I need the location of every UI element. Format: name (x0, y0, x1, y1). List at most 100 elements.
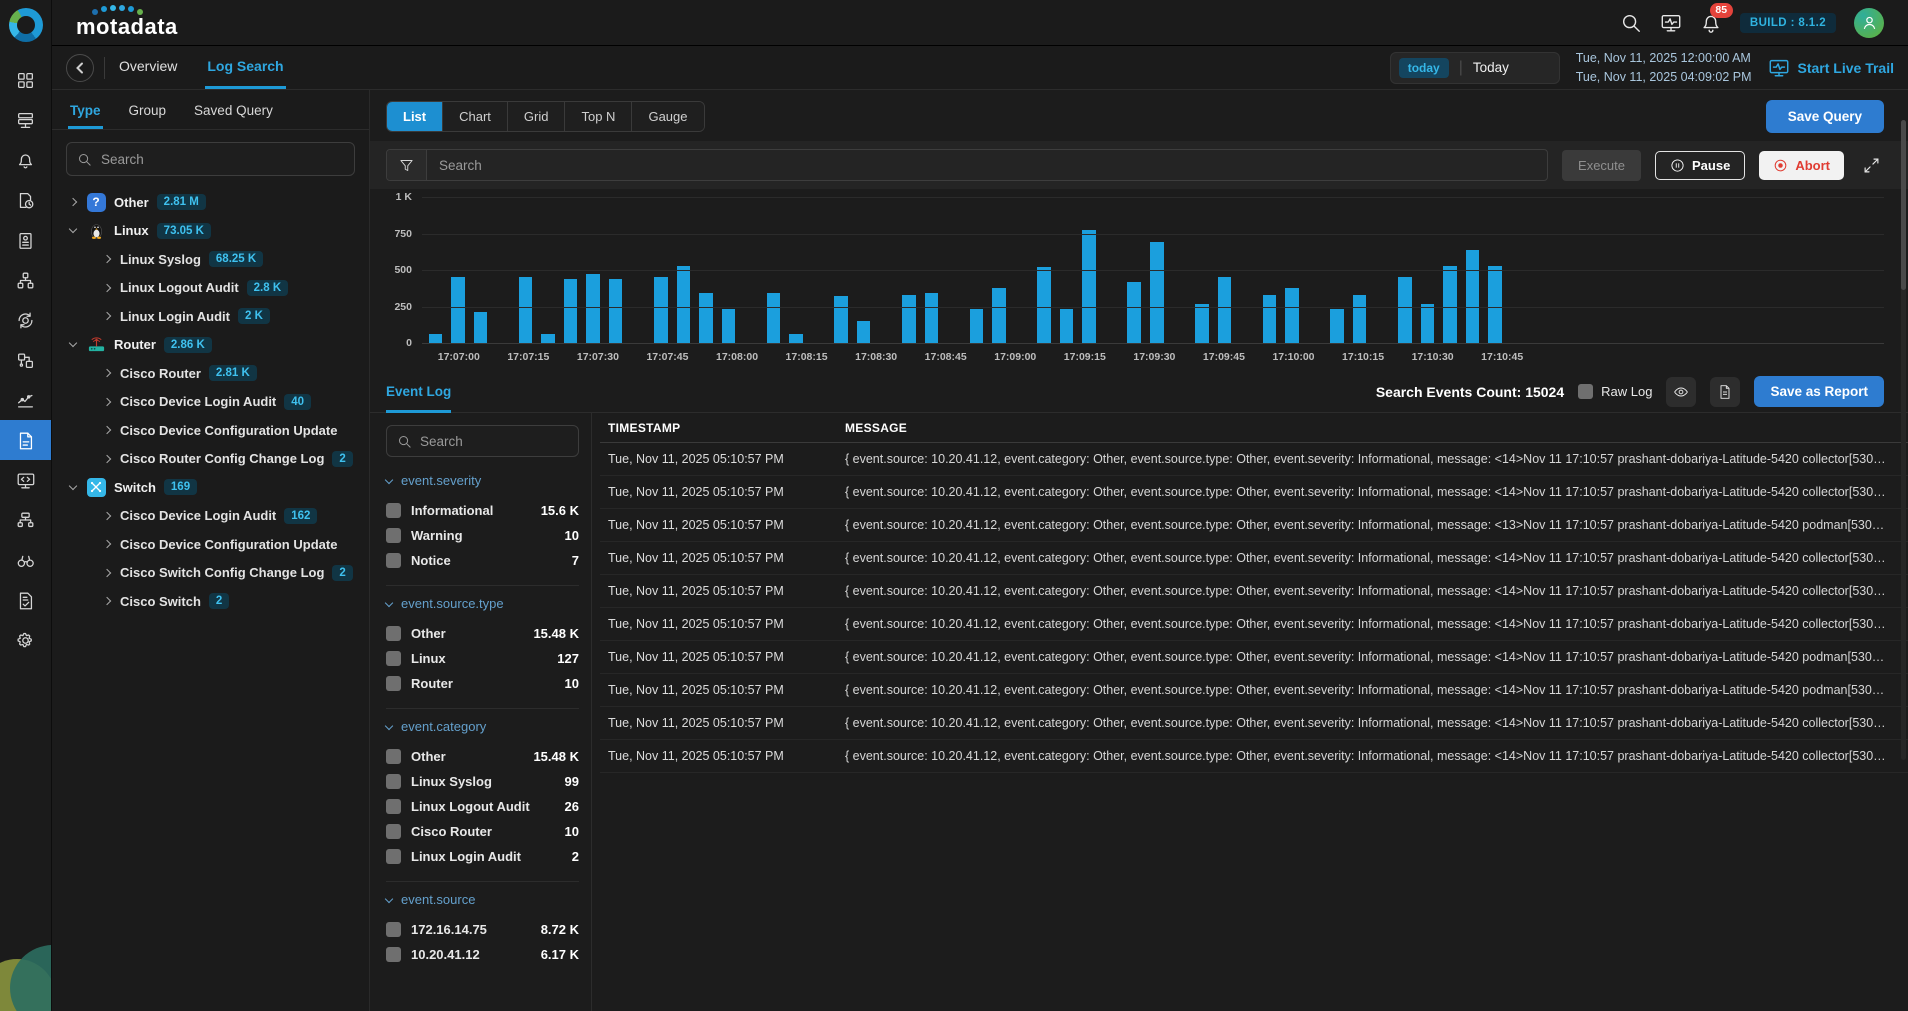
sidebar-item-infrastructure[interactable] (0, 100, 51, 140)
view-tab-top-n[interactable]: Top N (565, 102, 632, 131)
view-tab-list[interactable]: List (387, 102, 443, 131)
facet-item-172-16-14-75[interactable]: 172.16.14.758.72 K (386, 917, 579, 942)
facet-checkbox[interactable] (386, 749, 401, 764)
tree-tab-type[interactable]: Type (68, 94, 103, 129)
chart-bar[interactable] (654, 277, 668, 343)
facet-item-notice[interactable]: Notice7 (386, 548, 579, 573)
back-button[interactable] (66, 54, 94, 82)
chart-bar[interactable] (1150, 242, 1164, 343)
tree-node-cisco-router-config-change-log[interactable]: Cisco Router Config Change Log2 (58, 445, 369, 474)
chart-bar[interactable] (1466, 250, 1480, 343)
chevron-right-icon[interactable] (103, 455, 111, 463)
facet-item-other[interactable]: Other15.48 K (386, 621, 579, 646)
sidebar-item-network[interactable] (0, 500, 51, 540)
sidebar-item-agent[interactable] (0, 460, 51, 500)
chart-bar[interactable] (541, 334, 555, 343)
tree-node-linux[interactable]: Linux73.05 K (58, 217, 369, 246)
chart-bar[interactable] (834, 296, 848, 343)
chart-bar[interactable] (1353, 295, 1367, 343)
tree-node-cisco-router[interactable]: Cisco Router2.81 K (58, 359, 369, 388)
facet-checkbox[interactable] (386, 947, 401, 962)
motadata-logo-icon[interactable] (9, 8, 43, 42)
chart-bar[interactable] (789, 334, 803, 343)
facet-item-informational[interactable]: Informational15.6 K (386, 498, 579, 523)
tree-tab-group[interactable]: Group (127, 94, 169, 129)
raw-log-checkbox[interactable] (1578, 384, 1593, 399)
chevron-right-icon[interactable] (103, 284, 111, 292)
facet-item-router[interactable]: Router10 (386, 671, 579, 696)
monitor-pulse-icon[interactable] (1660, 12, 1682, 34)
chevron-right-icon[interactable] (69, 198, 77, 206)
raw-log-toggle[interactable]: Raw Log (1578, 384, 1652, 399)
sidebar-item-reports[interactable] (0, 220, 51, 260)
sidebar-item-logs[interactable] (0, 420, 51, 460)
table-row[interactable]: Tue, Nov 11, 2025 05:10:57 PM{ event.sou… (600, 476, 1908, 509)
chart-bar[interactable] (519, 277, 533, 343)
chart-bar[interactable] (1421, 304, 1435, 343)
facet-checkbox[interactable] (386, 676, 401, 691)
chevron-right-icon[interactable] (103, 398, 111, 406)
chevron-right-icon[interactable] (103, 540, 111, 548)
tree-node-cisco-switch-config-change-log[interactable]: Cisco Switch Config Change Log2 (58, 559, 369, 588)
facet-checkbox[interactable] (386, 528, 401, 543)
chart-bar[interactable] (429, 334, 443, 343)
chart-bar[interactable] (586, 274, 600, 343)
chart-bar[interactable] (1398, 277, 1412, 343)
fullscreen-expand-icon[interactable] (1858, 152, 1884, 178)
chevron-right-icon[interactable] (103, 255, 111, 263)
facet-item-linux[interactable]: Linux127 (386, 646, 579, 671)
sidebar-item-settings[interactable] (0, 620, 51, 660)
chart-bar[interactable] (902, 295, 916, 343)
table-row[interactable]: Tue, Nov 11, 2025 05:10:57 PM{ event.sou… (600, 608, 1908, 641)
facet-checkbox[interactable] (386, 799, 401, 814)
view-tab-chart[interactable]: Chart (443, 102, 508, 131)
sidebar-item-discovery[interactable] (0, 540, 51, 580)
facet-item-linux-login-audit[interactable]: Linux Login Audit2 (386, 844, 579, 869)
chevron-right-icon[interactable] (103, 569, 111, 577)
chart-bar[interactable] (564, 279, 578, 343)
chart-bar[interactable] (474, 312, 488, 343)
chart-bar[interactable] (1488, 266, 1502, 343)
chart-bar[interactable] (1330, 309, 1344, 343)
tree-node-cisco-device-login-audit[interactable]: Cisco Device Login Audit40 (58, 388, 369, 417)
facet-item-cisco-router[interactable]: Cisco Router10 (386, 819, 579, 844)
chevron-right-icon[interactable] (103, 597, 111, 605)
tree-node-switch[interactable]: Switch169 (58, 473, 369, 502)
tree-node-linux-login-audit[interactable]: Linux Login Audit2 K (58, 302, 369, 331)
chart-bar[interactable] (992, 288, 1006, 343)
table-row[interactable]: Tue, Nov 11, 2025 05:10:57 PM{ event.sou… (600, 575, 1908, 608)
chevron-down-icon[interactable] (69, 482, 77, 490)
tree-search-input[interactable] (101, 152, 344, 167)
filter-icon[interactable] (387, 150, 427, 180)
table-row[interactable]: Tue, Nov 11, 2025 05:10:57 PM{ event.sou… (600, 707, 1908, 740)
facet-checkbox[interactable] (386, 553, 401, 568)
facet-checkbox[interactable] (386, 774, 401, 789)
facet-checkbox[interactable] (386, 849, 401, 864)
tree-node-cisco-switch[interactable]: Cisco Switch2 (58, 587, 369, 616)
facet-group-header[interactable]: event.category (386, 719, 579, 734)
sidebar-item-audit[interactable] (0, 580, 51, 620)
export-document-button[interactable] (1710, 377, 1740, 407)
time-range-selector[interactable]: today | Today (1390, 52, 1560, 84)
chart-bar[interactable] (1195, 304, 1209, 343)
sidebar-item-integrations[interactable] (0, 340, 51, 380)
chart-bar[interactable] (609, 279, 623, 343)
facet-group-header[interactable]: event.source (386, 892, 579, 907)
chart-bar[interactable] (722, 309, 736, 343)
tree-node-other[interactable]: ?Other2.81 M (58, 188, 369, 217)
column-visibility-button[interactable] (1666, 377, 1696, 407)
chart-bar[interactable] (1263, 295, 1277, 343)
chart-bar[interactable] (677, 266, 691, 343)
tab-event-log[interactable]: Event Log (386, 371, 451, 412)
facet-checkbox[interactable] (386, 626, 401, 641)
chart-bar[interactable] (1285, 288, 1299, 343)
chevron-down-icon[interactable] (69, 339, 77, 347)
abort-button[interactable]: Abort (1759, 151, 1844, 180)
chevron-right-icon[interactable] (103, 512, 111, 520)
sidebar-item-topology[interactable] (0, 260, 51, 300)
sidebar-item-metrics[interactable] (0, 380, 51, 420)
tree-node-router[interactable]: Router2.86 K (58, 331, 369, 360)
chart-bar[interactable] (767, 293, 781, 343)
chevron-right-icon[interactable] (103, 426, 111, 434)
vertical-scrollbar[interactable] (1901, 120, 1906, 760)
